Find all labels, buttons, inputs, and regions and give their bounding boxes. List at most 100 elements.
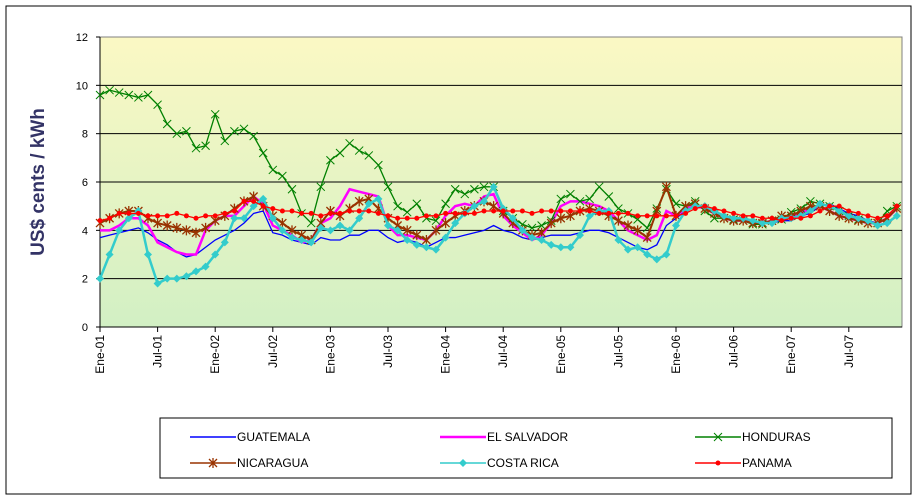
marker [336,221,344,230]
marker [662,250,671,259]
marker [97,218,103,224]
marker [414,215,420,221]
marker [635,213,641,219]
marker [471,210,477,216]
x-tick-label: Jul-05 [611,335,625,368]
y-tick-label: 6 [82,177,88,189]
marker [268,214,277,223]
marker [422,243,431,252]
marker [172,222,182,233]
marker [306,218,316,228]
legend-label: NICARAGUA [237,456,308,470]
marker [443,210,449,216]
marker [230,214,239,223]
marker [529,210,535,216]
marker [279,208,285,214]
marker [556,243,565,252]
marker [182,126,191,136]
marker [258,148,268,158]
marker [404,215,410,221]
marker [702,203,708,209]
marker [546,218,556,229]
marker [96,274,104,283]
legend-item: NICARAGUA [190,456,308,470]
marker [210,109,220,119]
marker [124,90,134,100]
y-tick-label: 4 [82,225,88,237]
marker [114,88,124,97]
marker [548,208,554,214]
marker [124,214,133,223]
marker [750,213,756,219]
marker [566,243,575,252]
marker [431,225,441,236]
marker [798,215,804,221]
marker [587,208,593,214]
marker [806,207,815,215]
marker [402,225,412,236]
marker [105,85,114,95]
marker [288,233,296,242]
marker [518,226,527,235]
marker [613,215,623,226]
marker [375,210,381,216]
marker [163,274,172,283]
x-tick-label: Ene-04 [439,335,453,374]
marker [604,192,614,201]
legend-item: GUATEMALA [190,430,310,444]
marker [643,250,652,259]
legend-label: PANAMA [742,456,792,470]
marker [865,213,871,219]
marker [731,210,737,216]
marker [481,208,487,214]
marker [788,215,794,221]
marker [231,208,237,214]
marker [873,221,882,230]
marker [577,208,583,214]
marker [827,203,833,209]
marker [441,233,450,242]
marker [623,220,633,231]
marker [715,460,721,466]
marker [208,458,218,468]
marker [625,210,631,216]
y-tick-label: 0 [82,322,88,334]
marker [384,221,392,230]
marker [816,199,824,208]
marker [661,181,671,192]
marker [412,240,421,249]
marker [854,214,863,223]
marker [883,219,892,228]
marker [135,210,141,216]
x-tick-label: Jul-06 [727,335,741,368]
marker [278,171,287,181]
legend-label: HONDURAS [742,430,811,444]
marker [431,216,441,226]
marker [459,459,467,467]
marker [836,203,842,209]
marker [527,223,537,233]
marker [326,226,335,235]
legend-label: COSTA RICA [487,456,559,470]
marker [115,226,124,235]
x-tick-label: Jul-04 [496,335,510,368]
marker [432,245,440,254]
marker [614,204,623,213]
marker [585,194,594,204]
legend-label: GUATEMALA [237,430,310,444]
marker [354,196,364,207]
marker [692,206,698,212]
marker [769,215,775,221]
marker [366,208,372,214]
marker [508,214,517,223]
marker [758,219,767,228]
marker [239,124,249,134]
marker [251,198,257,204]
marker [307,238,316,247]
marker [299,210,305,216]
marker [116,210,122,216]
y-tick-label: 8 [82,129,88,141]
y-tick-label: 2 [82,274,88,286]
marker [356,208,362,214]
marker [614,236,623,244]
